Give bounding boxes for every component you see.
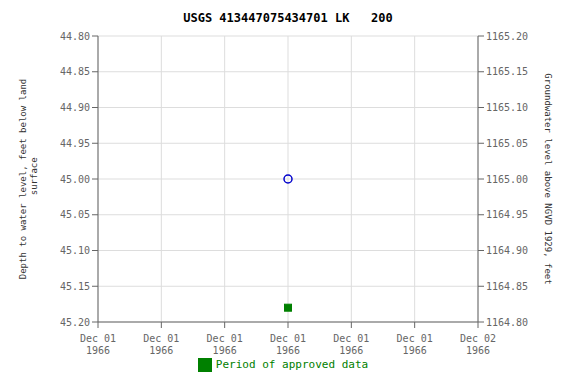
svg-text:45.15: 45.15 bbox=[60, 281, 90, 292]
svg-text:Dec 011966: Dec 011966 bbox=[80, 333, 116, 356]
html-text:USGS 413447075434701 LK 200: USGS 413447075434701 LK 200 bbox=[183, 11, 393, 25]
svg-text:Dec 011966: Dec 011966 bbox=[397, 333, 433, 356]
svg-text:1164.90: 1164.90 bbox=[486, 245, 528, 256]
svg-text:Groundwater level above NGVD 1: Groundwater level above NGVD 1929, feet bbox=[543, 73, 553, 284]
svg-text:Dec 021966: Dec 021966 bbox=[460, 333, 496, 356]
svg-text:44.85: 44.85 bbox=[60, 66, 90, 77]
svg-text:1165.00: 1165.00 bbox=[486, 174, 528, 185]
html-text:Period of approved data: Period of approved data bbox=[215, 358, 369, 371]
svg-text:1165.05: 1165.05 bbox=[486, 138, 528, 149]
svg-text:1165.20: 1165.20 bbox=[486, 31, 528, 42]
svg-text:Dec 011966: Dec 011966 bbox=[270, 333, 306, 356]
svg-text:1164.95: 1164.95 bbox=[486, 209, 528, 220]
svg-text:45.00: 45.00 bbox=[60, 174, 90, 185]
svg-text:45.20: 45.20 bbox=[60, 317, 90, 328]
svg-text:1165.10: 1165.10 bbox=[486, 102, 528, 113]
svg-text:Dec 011966: Dec 011966 bbox=[143, 333, 179, 356]
svg-text:45.10: 45.10 bbox=[60, 245, 90, 256]
svg-text:1164.80: 1164.80 bbox=[486, 317, 528, 328]
svg-text:44.90: 44.90 bbox=[60, 102, 90, 113]
svg-text:44.95: 44.95 bbox=[60, 138, 90, 149]
svg-text:Dec 011966: Dec 011966 bbox=[333, 333, 369, 356]
svg-text:Depth to water level, feet bel: Depth to water level, feet below land su… bbox=[18, 79, 39, 279]
svg-text:Dec 011966: Dec 011966 bbox=[207, 333, 243, 356]
svg-text:1164.85: 1164.85 bbox=[486, 281, 528, 292]
svg-text:1165.15: 1165.15 bbox=[486, 66, 528, 77]
svg-text:45.05: 45.05 bbox=[60, 209, 90, 220]
svg-text:44.80: 44.80 bbox=[60, 31, 90, 42]
